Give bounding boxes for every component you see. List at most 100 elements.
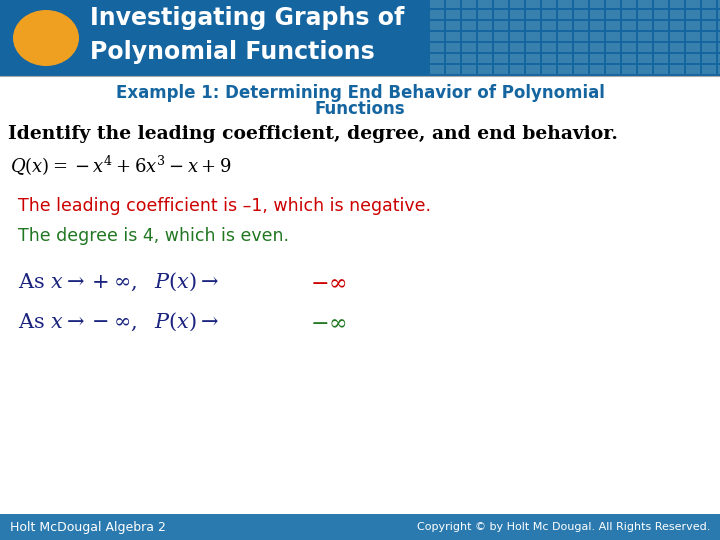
FancyBboxPatch shape [462, 21, 476, 30]
FancyBboxPatch shape [446, 21, 460, 30]
FancyBboxPatch shape [542, 43, 556, 52]
FancyBboxPatch shape [526, 21, 540, 30]
FancyBboxPatch shape [686, 0, 700, 8]
FancyBboxPatch shape [654, 0, 668, 8]
FancyBboxPatch shape [622, 10, 636, 19]
FancyBboxPatch shape [622, 0, 636, 8]
Text: Holt McDougal Algebra 2: Holt McDougal Algebra 2 [10, 521, 166, 534]
FancyBboxPatch shape [670, 43, 684, 52]
FancyBboxPatch shape [510, 54, 524, 63]
FancyBboxPatch shape [638, 10, 652, 19]
FancyBboxPatch shape [686, 65, 700, 74]
FancyBboxPatch shape [718, 0, 720, 8]
FancyBboxPatch shape [606, 65, 620, 74]
Text: Identify the leading coefficient, degree, and end behavior.: Identify the leading coefficient, degree… [8, 125, 618, 143]
FancyBboxPatch shape [542, 21, 556, 30]
FancyBboxPatch shape [494, 54, 508, 63]
FancyBboxPatch shape [718, 21, 720, 30]
FancyBboxPatch shape [462, 32, 476, 41]
FancyBboxPatch shape [542, 32, 556, 41]
Text: $-\infty$: $-\infty$ [310, 312, 347, 332]
FancyBboxPatch shape [430, 43, 444, 52]
FancyBboxPatch shape [654, 32, 668, 41]
Text: $\mathrm{As}\ x \rightarrow -\infty,\ \ P(x) \rightarrow$: $\mathrm{As}\ x \rightarrow -\infty,\ \ … [18, 311, 219, 333]
FancyBboxPatch shape [638, 65, 652, 74]
Text: $Q(x) = -x^4 + 6x^3 - x + 9$: $Q(x) = -x^4 + 6x^3 - x + 9$ [10, 154, 231, 178]
FancyBboxPatch shape [446, 43, 460, 52]
FancyBboxPatch shape [622, 43, 636, 52]
FancyBboxPatch shape [590, 43, 604, 52]
FancyBboxPatch shape [462, 43, 476, 52]
FancyBboxPatch shape [478, 10, 492, 19]
FancyBboxPatch shape [446, 65, 460, 74]
FancyBboxPatch shape [446, 0, 460, 8]
FancyBboxPatch shape [718, 43, 720, 52]
FancyBboxPatch shape [0, 514, 720, 540]
FancyBboxPatch shape [542, 10, 556, 19]
FancyBboxPatch shape [526, 0, 540, 8]
FancyBboxPatch shape [622, 65, 636, 74]
FancyBboxPatch shape [574, 54, 588, 63]
FancyBboxPatch shape [702, 21, 716, 30]
FancyBboxPatch shape [670, 32, 684, 41]
FancyBboxPatch shape [478, 0, 492, 8]
FancyBboxPatch shape [526, 65, 540, 74]
FancyBboxPatch shape [558, 21, 572, 30]
FancyBboxPatch shape [606, 32, 620, 41]
FancyBboxPatch shape [430, 65, 444, 74]
FancyBboxPatch shape [702, 43, 716, 52]
FancyBboxPatch shape [718, 32, 720, 41]
FancyBboxPatch shape [622, 54, 636, 63]
FancyBboxPatch shape [462, 54, 476, 63]
FancyBboxPatch shape [558, 65, 572, 74]
FancyBboxPatch shape [702, 32, 716, 41]
FancyBboxPatch shape [638, 21, 652, 30]
FancyBboxPatch shape [686, 43, 700, 52]
FancyBboxPatch shape [590, 54, 604, 63]
FancyBboxPatch shape [510, 65, 524, 74]
FancyBboxPatch shape [510, 32, 524, 41]
FancyBboxPatch shape [558, 32, 572, 41]
FancyBboxPatch shape [558, 0, 572, 8]
FancyBboxPatch shape [654, 43, 668, 52]
FancyBboxPatch shape [510, 43, 524, 52]
FancyBboxPatch shape [542, 54, 556, 63]
FancyBboxPatch shape [718, 65, 720, 74]
FancyBboxPatch shape [702, 54, 716, 63]
FancyBboxPatch shape [510, 10, 524, 19]
FancyBboxPatch shape [574, 21, 588, 30]
Text: Example 1: Determining End Behavior of Polynomial: Example 1: Determining End Behavior of P… [116, 84, 604, 102]
FancyBboxPatch shape [574, 32, 588, 41]
FancyBboxPatch shape [542, 65, 556, 74]
FancyBboxPatch shape [526, 10, 540, 19]
FancyBboxPatch shape [670, 10, 684, 19]
FancyBboxPatch shape [430, 32, 444, 41]
FancyBboxPatch shape [494, 32, 508, 41]
FancyBboxPatch shape [430, 54, 444, 63]
FancyBboxPatch shape [574, 43, 588, 52]
FancyBboxPatch shape [606, 43, 620, 52]
FancyBboxPatch shape [702, 0, 716, 8]
FancyBboxPatch shape [686, 21, 700, 30]
FancyBboxPatch shape [654, 10, 668, 19]
Text: $-\infty$: $-\infty$ [310, 272, 347, 292]
FancyBboxPatch shape [590, 32, 604, 41]
FancyBboxPatch shape [494, 10, 508, 19]
FancyBboxPatch shape [478, 43, 492, 52]
FancyBboxPatch shape [590, 65, 604, 74]
FancyBboxPatch shape [590, 21, 604, 30]
FancyBboxPatch shape [638, 54, 652, 63]
FancyBboxPatch shape [558, 10, 572, 19]
FancyBboxPatch shape [510, 21, 524, 30]
FancyBboxPatch shape [590, 10, 604, 19]
FancyBboxPatch shape [590, 0, 604, 8]
FancyBboxPatch shape [606, 21, 620, 30]
Text: The leading coefficient is –1, which is negative.: The leading coefficient is –1, which is … [18, 197, 431, 215]
FancyBboxPatch shape [430, 21, 444, 30]
FancyBboxPatch shape [638, 43, 652, 52]
FancyBboxPatch shape [670, 0, 684, 8]
FancyBboxPatch shape [702, 65, 716, 74]
FancyBboxPatch shape [686, 32, 700, 41]
FancyBboxPatch shape [606, 10, 620, 19]
FancyBboxPatch shape [526, 54, 540, 63]
